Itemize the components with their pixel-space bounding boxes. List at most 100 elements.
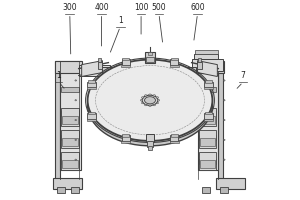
Ellipse shape bbox=[153, 95, 155, 96]
Ellipse shape bbox=[75, 139, 76, 140]
Bar bbox=[61, 87, 79, 92]
Bar bbox=[199, 152, 216, 170]
Bar bbox=[197, 61, 224, 73]
Text: 600: 600 bbox=[190, 3, 205, 12]
Bar bbox=[200, 116, 215, 124]
Bar bbox=[62, 116, 78, 124]
Bar bbox=[170, 135, 178, 141]
Bar bbox=[171, 134, 178, 137]
Bar bbox=[199, 130, 216, 148]
Bar bbox=[199, 87, 216, 92]
Bar bbox=[87, 119, 96, 121]
Bar bbox=[122, 135, 130, 141]
Bar bbox=[200, 138, 215, 146]
Bar bbox=[57, 187, 65, 193]
Bar bbox=[184, 67, 196, 80]
Bar bbox=[61, 159, 79, 164]
Bar bbox=[60, 61, 81, 170]
Bar bbox=[199, 111, 216, 116]
Ellipse shape bbox=[145, 104, 147, 106]
Bar bbox=[88, 112, 95, 114]
Bar bbox=[79, 65, 110, 76]
Bar bbox=[202, 187, 210, 193]
Ellipse shape bbox=[224, 100, 225, 101]
Ellipse shape bbox=[149, 94, 151, 96]
Ellipse shape bbox=[142, 95, 158, 105]
Ellipse shape bbox=[145, 97, 155, 104]
Bar bbox=[194, 54, 218, 59]
Bar bbox=[171, 58, 178, 60]
Ellipse shape bbox=[141, 97, 144, 98]
Bar bbox=[170, 65, 179, 67]
Bar bbox=[199, 135, 216, 140]
Bar bbox=[148, 52, 152, 55]
Bar bbox=[199, 108, 216, 126]
Ellipse shape bbox=[75, 80, 76, 81]
Ellipse shape bbox=[156, 97, 159, 98]
Ellipse shape bbox=[153, 104, 155, 106]
Ellipse shape bbox=[156, 102, 159, 104]
Bar bbox=[61, 152, 79, 170]
Bar bbox=[122, 134, 129, 137]
Bar bbox=[61, 111, 79, 116]
Ellipse shape bbox=[75, 159, 76, 160]
Bar bbox=[147, 141, 153, 147]
Ellipse shape bbox=[75, 119, 76, 121]
Bar bbox=[87, 113, 96, 119]
Bar bbox=[87, 82, 96, 87]
Ellipse shape bbox=[157, 99, 160, 101]
Bar bbox=[103, 79, 113, 90]
Bar bbox=[204, 113, 213, 119]
Ellipse shape bbox=[88, 60, 212, 141]
Ellipse shape bbox=[224, 80, 225, 81]
Ellipse shape bbox=[224, 159, 225, 160]
Bar bbox=[98, 58, 101, 62]
Bar bbox=[204, 119, 213, 121]
Ellipse shape bbox=[141, 102, 144, 104]
Bar bbox=[205, 80, 212, 83]
Bar bbox=[103, 67, 114, 80]
Bar bbox=[62, 138, 78, 146]
Polygon shape bbox=[197, 61, 217, 76]
Bar bbox=[71, 187, 79, 193]
Ellipse shape bbox=[145, 95, 147, 96]
Bar bbox=[146, 134, 154, 142]
Ellipse shape bbox=[224, 139, 225, 140]
Text: 7: 7 bbox=[241, 71, 245, 80]
Bar bbox=[55, 61, 60, 179]
Text: 1: 1 bbox=[118, 16, 123, 25]
Bar bbox=[145, 52, 155, 63]
Text: 400: 400 bbox=[94, 3, 109, 12]
Bar bbox=[220, 187, 228, 193]
Bar bbox=[197, 58, 200, 62]
Bar bbox=[195, 50, 218, 54]
Text: 100: 100 bbox=[134, 3, 148, 12]
Bar bbox=[218, 61, 223, 179]
Ellipse shape bbox=[88, 65, 212, 146]
Bar bbox=[61, 130, 79, 148]
Bar bbox=[121, 141, 130, 143]
Ellipse shape bbox=[149, 105, 151, 107]
Ellipse shape bbox=[140, 99, 143, 101]
Bar bbox=[197, 61, 218, 170]
Bar bbox=[192, 59, 223, 71]
Bar bbox=[185, 79, 195, 90]
Bar bbox=[196, 62, 202, 69]
Bar bbox=[61, 108, 79, 126]
Bar bbox=[122, 58, 129, 60]
Bar bbox=[87, 87, 96, 89]
Polygon shape bbox=[82, 61, 103, 76]
Bar bbox=[98, 62, 103, 69]
Bar bbox=[199, 159, 216, 164]
Bar bbox=[170, 59, 178, 65]
Bar bbox=[185, 89, 194, 95]
Ellipse shape bbox=[224, 119, 225, 121]
Bar bbox=[62, 160, 78, 168]
Bar bbox=[216, 178, 245, 189]
Bar bbox=[104, 89, 113, 95]
Bar bbox=[121, 65, 130, 67]
Bar bbox=[146, 57, 154, 62]
Ellipse shape bbox=[75, 100, 76, 101]
Bar bbox=[204, 82, 213, 87]
Bar bbox=[55, 61, 82, 73]
